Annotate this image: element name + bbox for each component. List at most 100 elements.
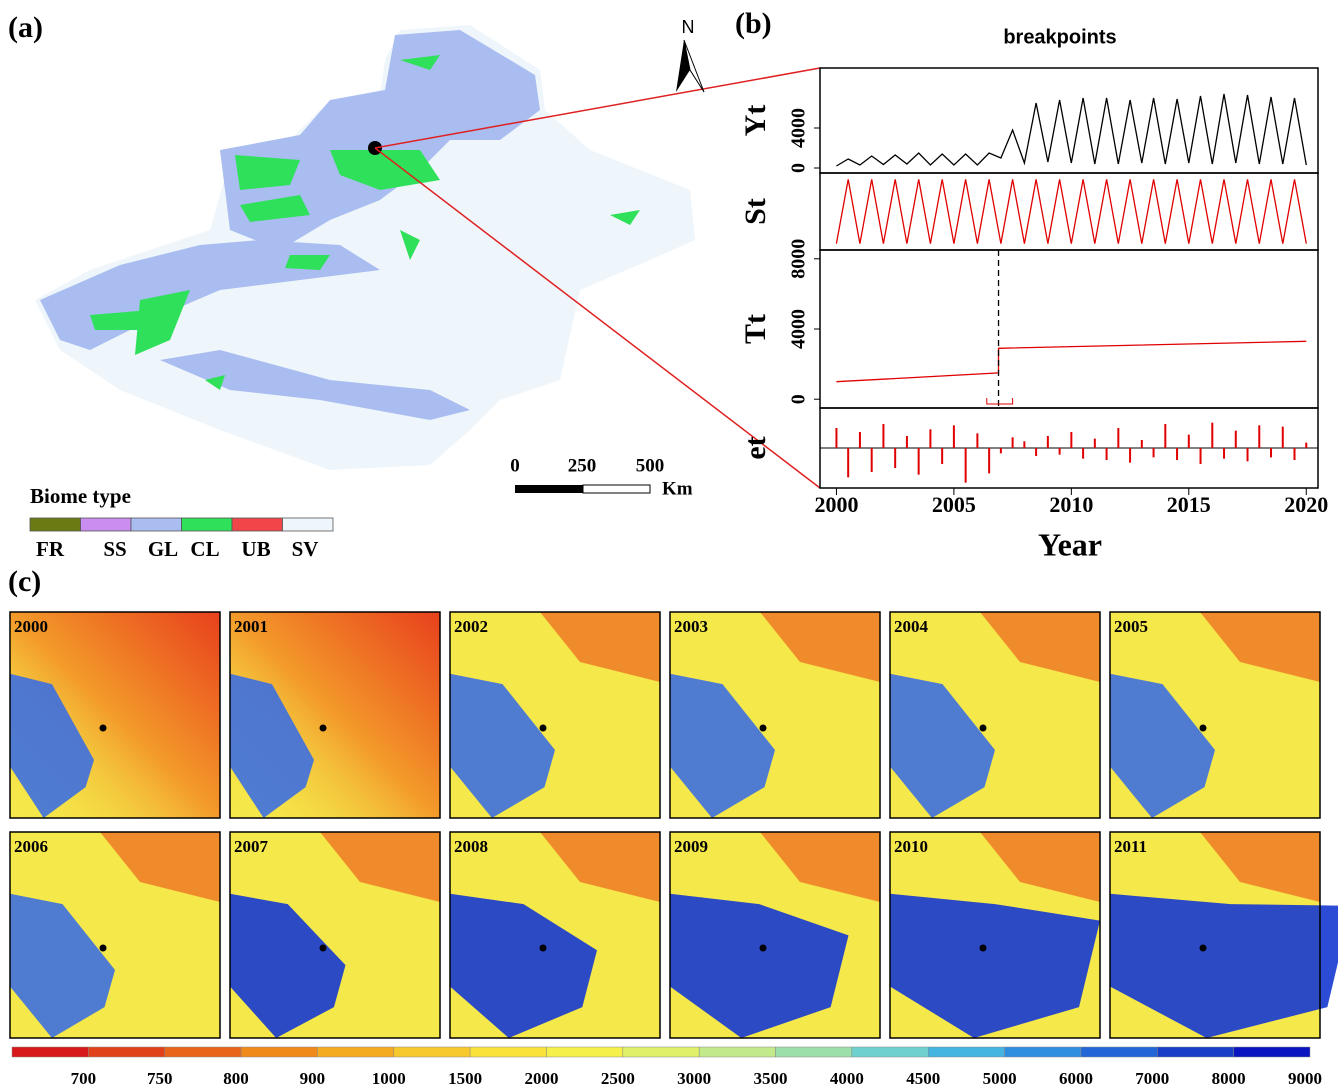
colorbar-label: 800: [223, 1069, 249, 1088]
legend-label: FR: [36, 537, 65, 561]
legend-swatch: [80, 517, 132, 532]
legend-swatch: [282, 517, 334, 532]
site-marker: [1199, 944, 1207, 952]
map-year: 2005: [1114, 617, 1148, 636]
legend-swatch: [29, 517, 81, 532]
series-line: [836, 93, 1307, 167]
colorbar-label: 900: [300, 1069, 326, 1088]
map-crop-area: [230, 673, 314, 818]
x-tick-label: 2005: [932, 492, 976, 517]
map-crop-area: [10, 673, 94, 818]
map-hot-area: [540, 612, 660, 682]
y-tick-label: 4000: [788, 309, 810, 349]
map-hot-area: [320, 832, 440, 902]
map-year: 2000: [14, 617, 48, 636]
panel-label: (c): [8, 565, 41, 598]
colorbar-label: 4500: [906, 1069, 940, 1088]
chart-title: breakpoints: [1003, 26, 1116, 48]
series-line: [835, 179, 1307, 244]
colorbar-label: 750: [147, 1069, 173, 1088]
map-hot-area: [760, 832, 880, 902]
map-frame: [449, 611, 661, 819]
map-hot-area: [1200, 612, 1320, 682]
y-axis-title: Yt: [739, 105, 772, 137]
colorbar-segment: [317, 1046, 395, 1058]
x-tick-label: 2000: [814, 492, 858, 517]
map-crop-area: [670, 673, 775, 818]
legend-label: GL: [148, 537, 178, 561]
cropland-patches: [90, 55, 640, 390]
y-tick-label: 4000: [788, 108, 810, 148]
y-tick-label: 0: [788, 394, 810, 404]
scale-label: 0: [510, 455, 520, 476]
series-line: [836, 340, 1307, 383]
north-arrow: [683, 39, 705, 93]
colorbar-label: 1500: [448, 1069, 482, 1088]
leader-line: [374, 147, 821, 489]
colorbar-label: 8000: [1212, 1069, 1246, 1088]
map-year: 2003: [674, 617, 708, 636]
breakpoint-ci: [986, 398, 1014, 405]
map-year: 2011: [1114, 837, 1147, 856]
map-crop-area: [10, 893, 115, 1038]
y-tick-label: 8000: [788, 239, 810, 279]
map-year: 2010: [894, 837, 928, 856]
colorbar-segment: [1004, 1046, 1082, 1058]
map-frame: [669, 831, 881, 1039]
colorbar-label: 7000: [1135, 1069, 1169, 1088]
colorbar-segment: [927, 1046, 1005, 1058]
colorbar-segment: [775, 1046, 853, 1058]
map-crop-area: [1110, 893, 1338, 1038]
map-frame: [889, 611, 1101, 819]
map-year: 2009: [674, 837, 708, 856]
subplot-frame: [819, 249, 1319, 409]
map-hot-area: [980, 832, 1100, 902]
map-year: 2001: [234, 617, 268, 636]
colorbar-segment: [1080, 1046, 1158, 1058]
map-year: 2007: [234, 837, 269, 856]
site-marker: [979, 944, 987, 952]
site-marker: [319, 724, 327, 732]
legend-label: SV: [292, 537, 319, 561]
y-axis-title: et: [739, 436, 772, 459]
map-frame: [9, 831, 221, 1039]
legend-swatch: [181, 517, 233, 532]
map-year: 2006: [14, 837, 48, 856]
map-hot-area: [980, 612, 1100, 682]
colorbar-label: 4000: [830, 1069, 864, 1088]
x-axis-title: Year: [1038, 526, 1102, 562]
map-frame: [229, 831, 441, 1039]
colorbar-segment: [622, 1046, 700, 1058]
map-year: 2008: [454, 837, 488, 856]
panel-label: (a): [8, 11, 43, 44]
map-frame: [1109, 831, 1321, 1039]
leader-line: [374, 67, 821, 149]
colorbar-label: 1000: [372, 1069, 406, 1088]
legend-swatch: [231, 517, 283, 532]
map-frame: [449, 831, 661, 1039]
legend-swatch: [130, 517, 182, 532]
colorbar-segment: [240, 1046, 318, 1058]
site-marker: [979, 724, 987, 732]
y-tick-label: 0: [788, 163, 810, 173]
map-frame: [669, 611, 881, 819]
scale-label: 500: [636, 455, 665, 476]
colorbar-label: 9000: [1288, 1069, 1322, 1088]
scale-label: 250: [568, 455, 597, 476]
colorbar-segment: [698, 1046, 776, 1058]
scale-bar: [582, 484, 651, 494]
site-marker: [319, 944, 327, 952]
map-hot-area: [1200, 832, 1320, 902]
colorbar-segment: [469, 1046, 547, 1058]
map-year: 2004: [894, 617, 929, 636]
colorbar-label: 3000: [677, 1069, 711, 1088]
y-axis-title: Tt: [739, 314, 772, 344]
colorbar-label: 2500: [601, 1069, 635, 1088]
site-marker: [539, 944, 547, 952]
north-label: N: [682, 17, 695, 37]
map-year: 2002: [454, 617, 488, 636]
legend-title: Biome type: [30, 484, 131, 508]
colorbar-label: 6000: [1059, 1069, 1093, 1088]
site-marker: [759, 944, 767, 952]
